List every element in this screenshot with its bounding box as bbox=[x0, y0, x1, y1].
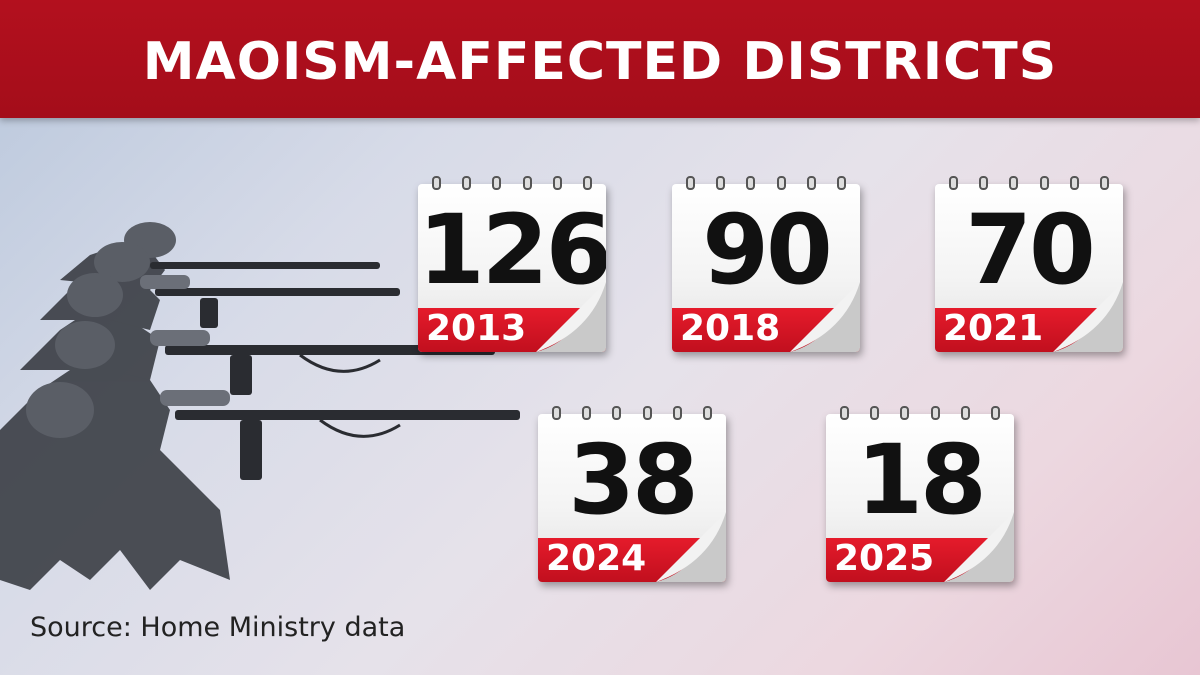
calendar-rings bbox=[552, 406, 712, 420]
district-count-2021: 70 bbox=[965, 194, 1096, 306]
district-count-2025: 18 bbox=[856, 424, 987, 536]
calendar-ring-icon bbox=[1039, 176, 1049, 190]
calendar-ring-icon bbox=[432, 176, 441, 190]
calendar-rings bbox=[949, 176, 1109, 190]
calendar-year-2018: 2018 bbox=[680, 308, 781, 349]
calendar-year-2024: 2024 bbox=[546, 538, 647, 579]
source-note: Source: Home Ministry data bbox=[30, 612, 406, 643]
calendar-card-2021: 70 2021 bbox=[935, 176, 1123, 356]
calendar-card-2018: 90 2018 bbox=[672, 176, 860, 356]
title-banner: MAOISM-AFFECTED DISTRICTS bbox=[0, 0, 1200, 118]
district-count-2013: 126 bbox=[418, 194, 606, 306]
calendar-ring-icon bbox=[642, 406, 652, 420]
calendar-page: 38 2024 bbox=[538, 414, 726, 582]
calendar-ring-icon bbox=[1009, 176, 1019, 190]
calendar-ring-icon bbox=[552, 406, 561, 420]
calendar-ring-icon bbox=[960, 406, 970, 420]
calendar-ring-icon bbox=[1069, 176, 1079, 190]
calendar-year-2013: 2013 bbox=[426, 308, 527, 349]
calendar-page: 18 2025 bbox=[826, 414, 1014, 582]
calendar-rings bbox=[686, 176, 846, 190]
calendar-ring-icon bbox=[522, 176, 532, 190]
page-title: MAOISM-AFFECTED DISTRICTS bbox=[142, 32, 1058, 92]
calendar-ring-icon bbox=[582, 176, 592, 190]
calendar-ring-icon bbox=[582, 406, 592, 420]
calendar-rings bbox=[840, 406, 1000, 420]
page-curl-icon bbox=[790, 282, 860, 352]
calendar-page: 126 2013 bbox=[418, 184, 606, 352]
calendar-ring-icon bbox=[979, 176, 989, 190]
calendar-ring-icon bbox=[492, 176, 502, 190]
calendar-ring-icon bbox=[462, 176, 472, 190]
district-count-2024: 38 bbox=[568, 424, 699, 536]
calendar-ring-icon bbox=[702, 406, 712, 420]
calendar-year-2025: 2025 bbox=[834, 538, 935, 579]
district-count-2018: 90 bbox=[702, 194, 833, 306]
calendar-ring-icon bbox=[716, 176, 726, 190]
calendar-card-2025: 18 2025 bbox=[826, 406, 1014, 586]
calendar-ring-icon bbox=[672, 406, 682, 420]
calendar-ring-icon bbox=[870, 406, 880, 420]
calendar-ring-icon bbox=[930, 406, 940, 420]
calendar-ring-icon bbox=[806, 176, 816, 190]
armed-fighters-silhouette bbox=[0, 222, 520, 590]
calendar-ring-icon bbox=[552, 176, 562, 190]
calendar-ring-icon bbox=[949, 176, 958, 190]
calendar-ring-icon bbox=[612, 406, 622, 420]
page-curl-icon bbox=[536, 282, 606, 352]
calendar-ring-icon bbox=[990, 406, 1000, 420]
calendar-ring-icon bbox=[836, 176, 846, 190]
calendar-card-2024: 38 2024 bbox=[538, 406, 726, 586]
calendar-ring-icon bbox=[776, 176, 786, 190]
calendar-rings bbox=[432, 176, 592, 190]
page-curl-icon bbox=[1053, 282, 1123, 352]
calendar-card-2013: 126 2013 bbox=[418, 176, 606, 356]
calendar-ring-icon bbox=[900, 406, 910, 420]
page-curl-icon bbox=[656, 512, 726, 582]
page-curl-icon bbox=[944, 512, 1014, 582]
calendar-ring-icon bbox=[840, 406, 849, 420]
calendar-year-2021: 2021 bbox=[943, 308, 1044, 349]
calendar-ring-icon bbox=[686, 176, 695, 190]
calendar-ring-icon bbox=[1099, 176, 1109, 190]
calendar-page: 70 2021 bbox=[935, 184, 1123, 352]
calendar-ring-icon bbox=[746, 176, 756, 190]
calendar-page: 90 2018 bbox=[672, 184, 860, 352]
